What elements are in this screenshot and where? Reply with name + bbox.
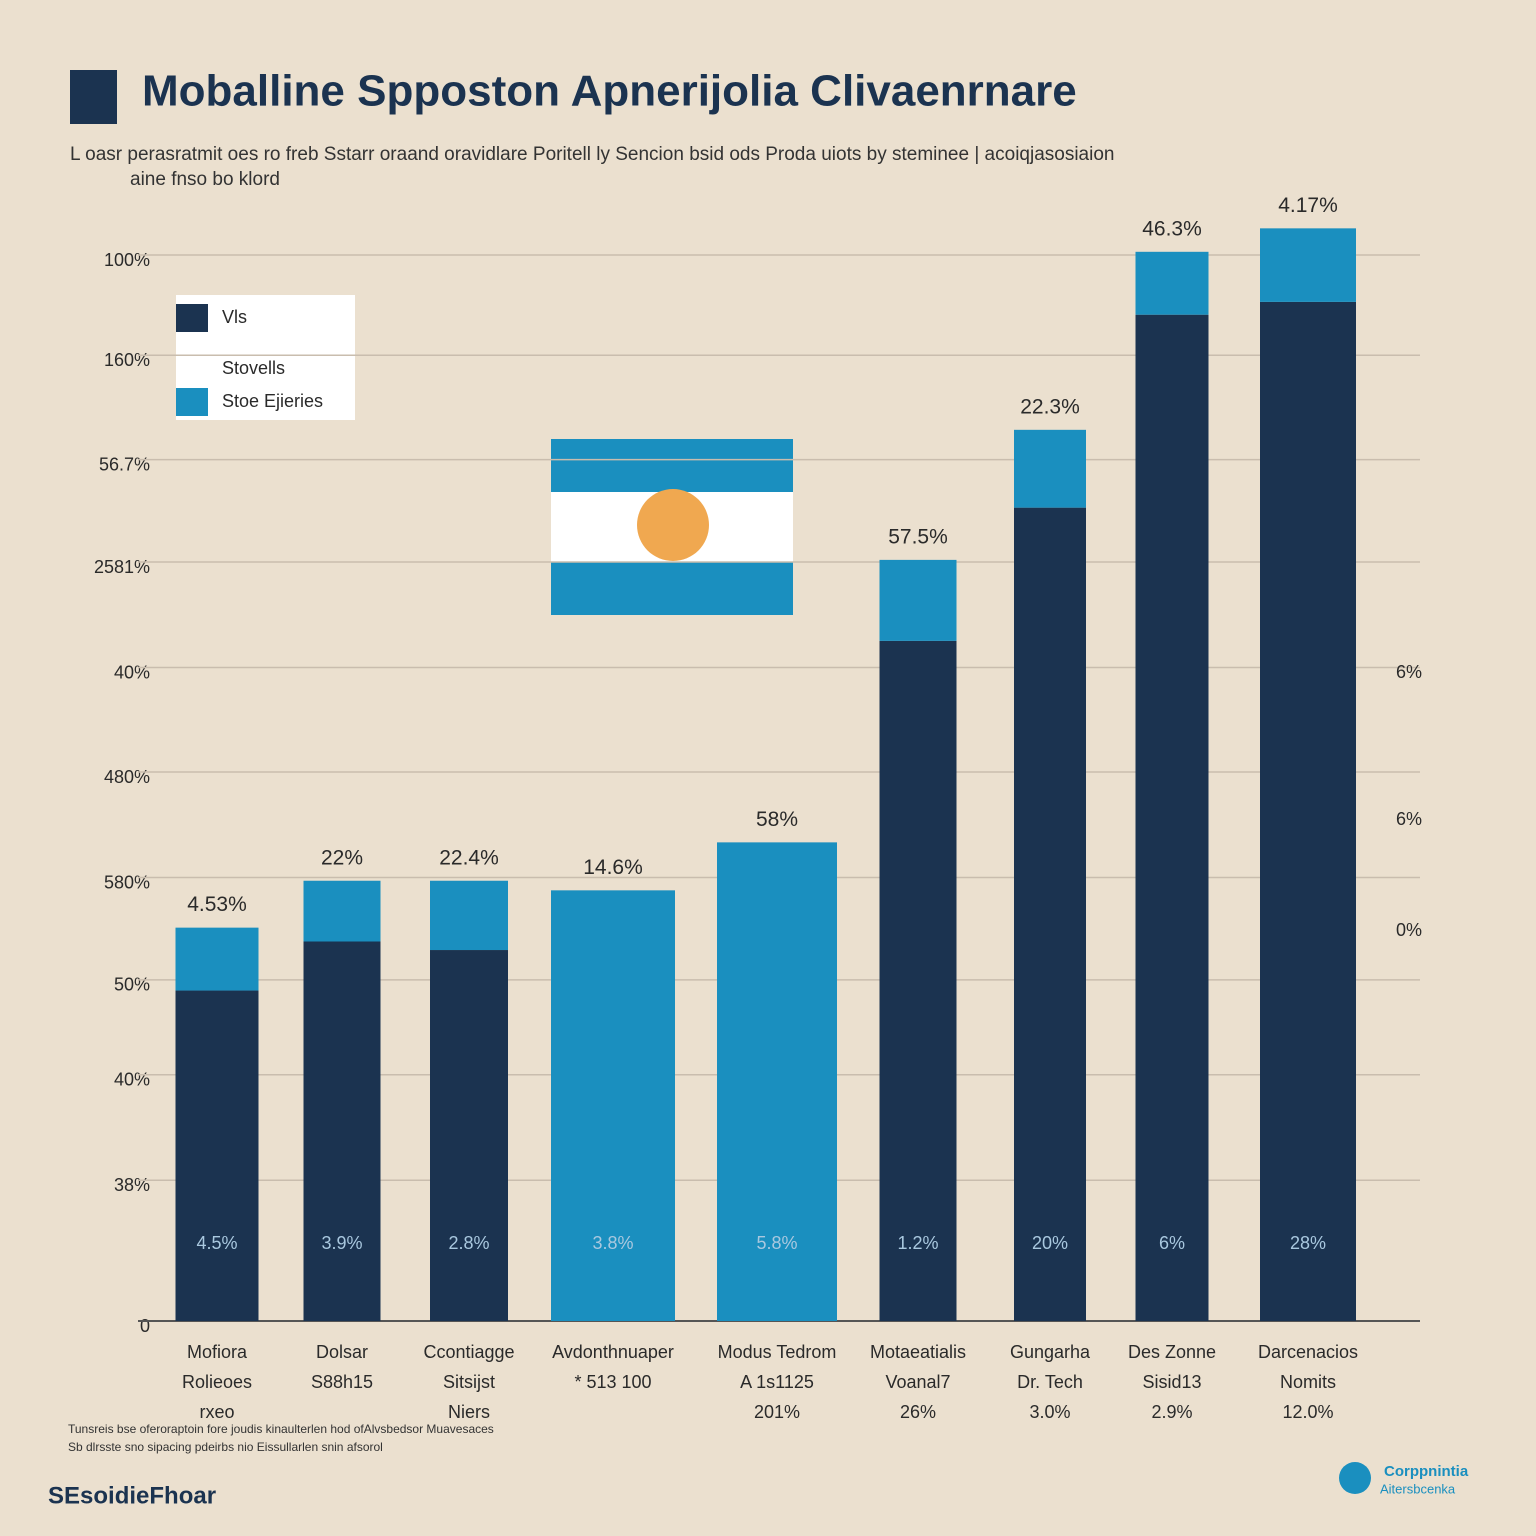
logo: Aitersbcenka: [1380, 1481, 1456, 1496]
y-tick-label: 2581%: [94, 557, 150, 577]
footnote: Tunsreis bse oferoraptoin fore joudis ki…: [68, 1422, 494, 1436]
y-tick-label: 100%: [104, 250, 150, 270]
bar-label: 22%: [321, 846, 363, 869]
bar-segment: [1135, 314, 1209, 1321]
base-label: 6%: [1159, 1233, 1185, 1253]
bar-segment: [879, 559, 957, 641]
y-tick-label: 40%: [114, 1070, 150, 1090]
y-tick-label: 40%: [114, 662, 150, 682]
bar-segment: [717, 842, 837, 1321]
base-label: 2.8%: [448, 1233, 489, 1253]
x-tick-label: Ccontiagge: [423, 1342, 514, 1362]
x-tick-label: Motaeatialis: [870, 1342, 966, 1362]
footnote: Sb dlrsste sno sipacing pdeirbs nio Eiss…: [68, 1440, 383, 1454]
bar-segment: [1260, 301, 1356, 1321]
bar-segment: [1260, 228, 1356, 302]
x-tick-label: Dr. Tech: [1017, 1372, 1083, 1392]
flag: [551, 439, 793, 615]
x-tick-label: * 513 100: [574, 1372, 651, 1392]
title-marker: [70, 70, 117, 124]
x-tick-label: S88h15: [311, 1372, 373, 1392]
bar-segment: [175, 990, 259, 1321]
x-tick-label: 26%: [900, 1402, 936, 1422]
y-tick-label: 160%: [104, 350, 150, 370]
bar-segment: [1135, 251, 1209, 315]
bar-label: 57.5%: [888, 525, 948, 548]
bar-segment: [175, 927, 259, 991]
chart-title: Moballine Spposton Apnerijolia Clivaenrn…: [142, 67, 1077, 116]
legend-swatch: [176, 304, 208, 332]
x-tick-label: 12.0%: [1282, 1402, 1333, 1422]
logo-icon: [1339, 1462, 1371, 1494]
brand: SEsoidieFhoar: [48, 1482, 216, 1509]
base-label: 4.5%: [196, 1233, 237, 1253]
x-tick-label: Rolieoes: [182, 1372, 252, 1392]
legend-swatch: [176, 388, 208, 416]
base-label: 1.2%: [897, 1233, 938, 1253]
base-label: 5.8%: [756, 1233, 797, 1253]
x-tick-label: Des Zonne: [1128, 1342, 1216, 1362]
x-tick-label: 2.9%: [1151, 1402, 1192, 1422]
base-label: 28%: [1290, 1233, 1326, 1253]
bar-label: 4.53%: [187, 893, 247, 916]
x-tick-label: Sitsijst: [443, 1372, 495, 1392]
x-tick-label: Voanal7: [885, 1372, 950, 1392]
base-label: 3.9%: [321, 1233, 362, 1253]
x-tick-label: Avdonthnuaper: [552, 1342, 674, 1362]
bar-segment: [430, 950, 508, 1321]
bar-label: 46.3%: [1142, 217, 1202, 240]
bar-segment: [879, 640, 957, 1321]
legend-label: Vls: [222, 307, 247, 327]
bar-segment: [430, 880, 508, 951]
legend-label: Stoe Ejieries: [222, 391, 323, 411]
legend-label: Stovells: [222, 358, 285, 378]
x-tick-label: Gungarha: [1010, 1342, 1091, 1362]
right-label: 0%: [1396, 920, 1422, 940]
y-tick-label: 580%: [104, 872, 150, 892]
y-tick-label: 480%: [104, 767, 150, 787]
x-tick-label: Modus Tedrom: [718, 1342, 837, 1362]
bar-label: 4.17%: [1278, 194, 1338, 217]
x-tick-label: 3.0%: [1029, 1402, 1070, 1422]
x-tick-label: A 1s1125: [740, 1372, 814, 1392]
right-label: 6%: [1396, 662, 1422, 682]
y-tick-label: 56.7%: [99, 454, 150, 474]
bar-label: 22.3%: [1020, 395, 1080, 418]
y-tick-label: 50%: [114, 975, 150, 995]
x-tick-label: rxeo: [199, 1402, 234, 1422]
x-tick-label: Mofiora: [187, 1342, 248, 1362]
bar-segment: [303, 941, 381, 1321]
bar-segment: [551, 890, 675, 1321]
logo: Corppnintia: [1384, 1463, 1469, 1480]
x-tick-label: Niers: [448, 1402, 490, 1422]
subtitle: L oasr perasratmit oes ro freb Sstarr or…: [70, 144, 1114, 165]
subtitle: aine fnso bo klord: [130, 169, 280, 190]
x-tick-label: Sisid13: [1142, 1372, 1201, 1392]
y-tick-label: 0: [140, 1316, 150, 1336]
x-tick-label: Dolsar: [316, 1342, 368, 1362]
x-tick-label: 201%: [754, 1402, 800, 1422]
x-tick-label: Darcenacios: [1258, 1342, 1358, 1362]
bar-segment: [1014, 507, 1086, 1322]
bar-label: 22.4%: [439, 846, 499, 869]
bar-segment: [303, 880, 381, 942]
bar-label: 14.6%: [583, 856, 643, 879]
y-tick-label: 38%: [114, 1175, 150, 1195]
x-tick-label: Nomits: [1280, 1372, 1336, 1392]
bar-label: 58%: [756, 808, 798, 831]
bar-segment: [1014, 429, 1086, 508]
right-label: 6%: [1396, 809, 1422, 829]
base-label: 3.8%: [592, 1233, 633, 1253]
base-label: 20%: [1032, 1233, 1068, 1253]
